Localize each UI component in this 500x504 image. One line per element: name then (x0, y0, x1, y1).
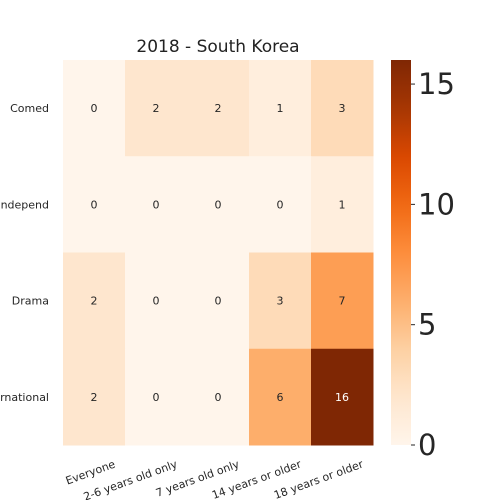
cell-value-label: 7 (339, 295, 346, 308)
colorbar: 0 5 10 15 (391, 60, 455, 462)
heatmap-cell (311, 252, 374, 350)
heatmap-cell (187, 156, 250, 253)
cell-value-label: 0 (277, 198, 284, 211)
heatmap-cells (63, 60, 374, 446)
cell-value-labels: 0 2 2 1 3 0 0 0 0 1 2 0 0 3 7 2 0 0 6 16 (91, 102, 350, 404)
y-tick-labels: Comed Independ Drama International (0, 102, 49, 404)
cell-value-label: 2 (91, 295, 98, 308)
heatmap-cell (249, 348, 312, 446)
cell-value-label: 3 (277, 295, 284, 308)
cell-value-label: 3 (339, 102, 346, 115)
heatmap-cell (249, 252, 312, 350)
colorbar-tick-label: 15 (418, 67, 455, 101)
heatmap-cell (125, 252, 188, 350)
cell-value-label: 16 (335, 391, 349, 404)
y-tick-label: Independ (0, 198, 49, 211)
cell-value-label: 0 (91, 102, 98, 115)
heatmap-cell (187, 252, 250, 350)
y-tick-label: International (0, 391, 49, 404)
colorbar-tick-label: 0 (418, 428, 436, 462)
cell-value-label: 1 (277, 102, 284, 115)
heatmap-cell (249, 60, 312, 157)
heatmap-cell (125, 156, 188, 253)
heatmap-cell (311, 348, 374, 446)
heatmap-cell (249, 156, 312, 253)
heatmap-cell (63, 60, 126, 157)
heatmap-cell (187, 348, 250, 446)
cell-value-label: 0 (215, 391, 222, 404)
cell-value-label: 0 (153, 295, 160, 308)
heatmap-cell (311, 156, 374, 253)
cell-value-label: 2 (91, 391, 98, 404)
heatmap-cell (125, 348, 188, 446)
heatmap-cell (63, 156, 126, 253)
cell-value-label: 0 (153, 391, 160, 404)
colorbar-tick-label: 10 (418, 187, 455, 221)
cell-value-label: 2 (215, 102, 222, 115)
heatmap-cell (187, 60, 250, 157)
cell-value-label: 0 (91, 198, 98, 211)
colorbar-gradient (391, 60, 411, 445)
heatmap-cell (311, 60, 374, 157)
chart-title: 2018 - South Korea (136, 37, 299, 57)
y-tick-label: Comed (10, 102, 49, 115)
colorbar-tick-label: 5 (418, 308, 436, 342)
heatmap-cell (63, 348, 126, 446)
heatmap-cell (125, 60, 188, 157)
y-tick-label: Drama (12, 295, 49, 308)
heatmap-cell (63, 252, 126, 350)
cell-value-label: 2 (153, 102, 160, 115)
cell-value-label: 6 (277, 391, 284, 404)
cell-value-label: 0 (153, 198, 160, 211)
cell-value-label: 0 (215, 198, 222, 211)
cell-value-label: 1 (339, 198, 346, 211)
cell-value-label: 0 (215, 295, 222, 308)
